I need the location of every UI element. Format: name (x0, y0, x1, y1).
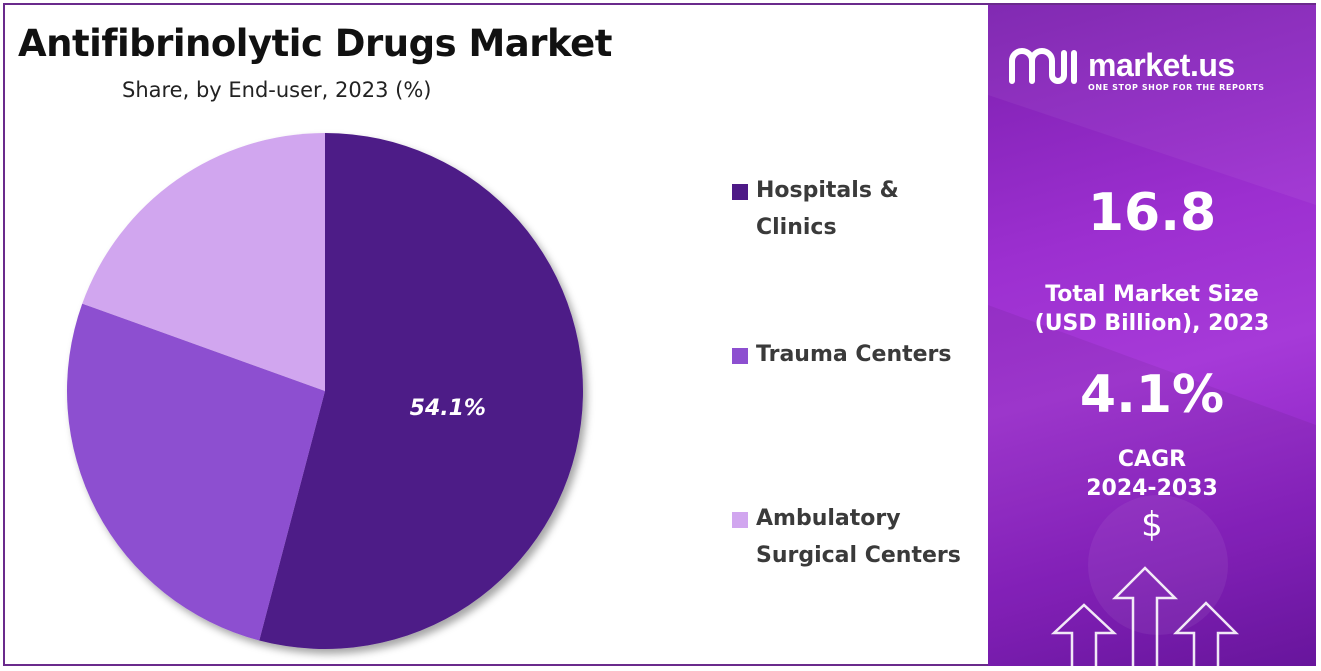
market-us-logo: market.us ONE STOP SHOP FOR THE REPORTS (1008, 47, 1298, 97)
cagr-label: CAGR 2024-2033 (1086, 447, 1218, 501)
cagr-value: 4.1% (1079, 365, 1225, 425)
legend-label-trauma-centers: Trauma Centers (756, 342, 952, 367)
chart-title: Antifibrinolytic Drugs Market (18, 22, 612, 65)
pie-slice-trauma-centers (67, 303, 326, 641)
brand-tagline: ONE STOP SHOP FOR THE REPORTS (1088, 83, 1265, 92)
chart-subtitle: Share, by End-user, 2023 (%) (122, 78, 432, 102)
legend-swatch-hospitals-clinics (732, 184, 748, 200)
legend-label-hospitals-clinics: Hospitals & Clinics (756, 178, 899, 240)
pie-slice-hospitals-clinics (259, 133, 583, 649)
brand-name: market.us (1088, 47, 1235, 83)
chart-legend: Hospitals & Clinics Trauma Centers Ambul… (732, 172, 982, 592)
legend-label-ambulatory-surgical-centers: Ambulatory Surgical Centers (756, 506, 961, 568)
panel-decoration (988, 5, 1316, 666)
pie-label-hospitals-clinics: 54.1% (410, 396, 486, 421)
legend-item-trauma-centers: Trauma Centers (732, 336, 976, 373)
dollar-icon: $ (1141, 505, 1163, 545)
market-size-value: 16.8 (1087, 183, 1217, 243)
market-us-logo-icon (1009, 48, 1077, 84)
pie-slice-ambulatory-surgical-centers (82, 133, 325, 391)
legend-swatch-ambulatory-surgical-centers (732, 512, 748, 528)
info-panel: market.us ONE STOP SHOP FOR THE REPORTS … (988, 5, 1316, 666)
legend-swatch-trauma-centers (732, 348, 748, 364)
market-size-label: Total Market Size (USD Billion), 2023 (1034, 282, 1270, 336)
legend-item-ambulatory-surgical-centers: Ambulatory Surgical Centers (732, 500, 976, 574)
pie-chart: 54.1% (67, 133, 583, 649)
arrow-up-icon (1050, 566, 1240, 666)
legend-item-hospitals-clinics: Hospitals & Clinics (732, 172, 916, 246)
